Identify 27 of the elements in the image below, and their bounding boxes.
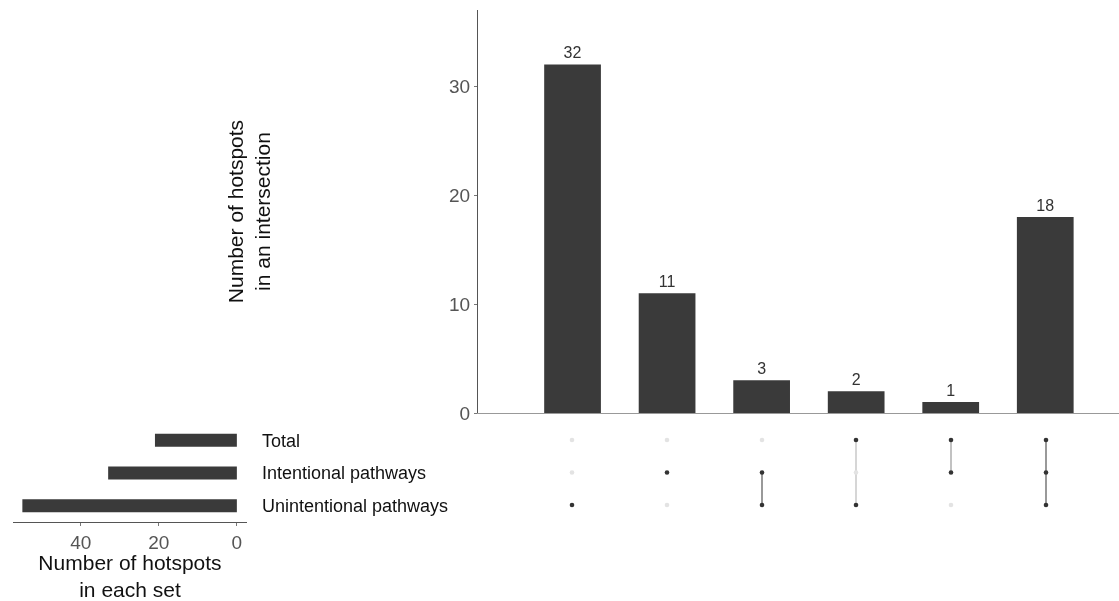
x-tick-label: 40	[70, 531, 92, 553]
bar	[922, 402, 980, 413]
data-label: 1	[946, 382, 956, 400]
y-tick-label: 20	[449, 184, 471, 206]
bar	[638, 293, 696, 413]
y-tick-label: Unintentional pathways	[262, 495, 449, 516]
y-tick-label: Total	[262, 430, 301, 451]
data-label: 2	[851, 371, 861, 389]
bar	[544, 64, 601, 413]
y-axis-title: Number of hotspots in an intersection	[223, 119, 275, 304]
data-label: 3	[757, 360, 767, 378]
y-tick-label: 10	[449, 293, 471, 315]
bar	[22, 499, 237, 513]
bar	[108, 466, 237, 480]
y-tick-label: Intentional pathways	[262, 463, 427, 484]
bar	[1016, 216, 1074, 413]
data-label: 32	[563, 44, 582, 62]
x-tick-label: 20	[148, 531, 170, 553]
y-tick-label: 0	[459, 402, 471, 424]
bar	[733, 380, 790, 413]
x-tick-label: 0	[231, 531, 243, 553]
data-label: 18	[1036, 196, 1055, 214]
x-axis-title: Number of hotspots in each set	[38, 550, 222, 601]
bar	[154, 433, 237, 447]
data-label: 11	[658, 273, 676, 291]
y-tick-label: 30	[449, 75, 471, 97]
bar	[827, 391, 885, 413]
